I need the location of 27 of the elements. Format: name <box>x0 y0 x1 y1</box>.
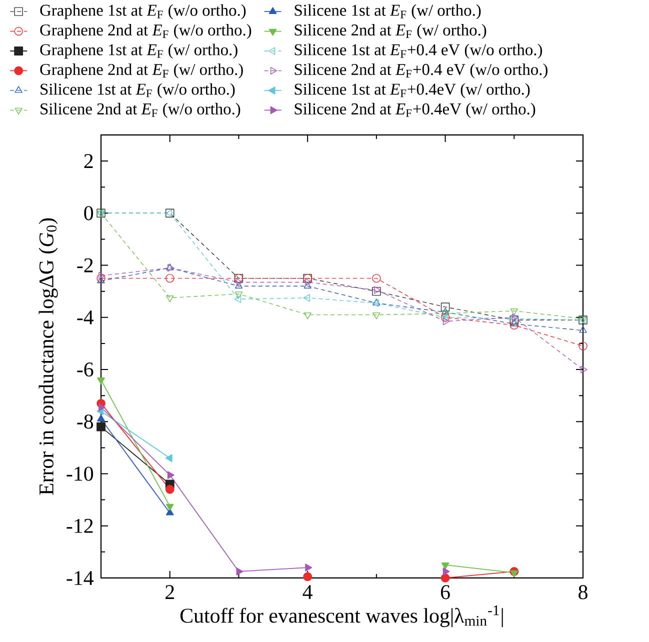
legend-label: Silicene 1st at E$_{F}$ (w/o ortho.) <box>40 83 235 98</box>
legend-label: Silicene 2nd at E$_{F}$+0.4eV (w/ ortho.) <box>294 102 536 118</box>
legend-label: Silicene 1st at E$_{F}$+0.4eV (w/ ortho.) <box>294 83 530 98</box>
y-tick-label: -8 <box>77 414 94 429</box>
y-tick-label: -6 <box>77 362 94 377</box>
y-tick-label: -4 <box>77 310 94 324</box>
legend-label: Silicene 1st at E$_{F}$ (w/ ortho.) <box>294 4 481 20</box>
legend-label: Silicene 2nd at E$_{F}$ (w/o ortho.) <box>40 102 240 118</box>
y-tick-label: 0 <box>84 206 94 220</box>
legend-label: Silicene 2nd at E$_{F}$ (w/ ortho.) <box>294 24 486 39</box>
y-tick-label: -2 <box>77 258 93 272</box>
y-tick-label: 2 <box>84 154 93 168</box>
legend-label: Graphene 2nd at E$_{F}$ (w/o ortho.) <box>40 24 252 39</box>
legend-label: Graphene 2nd at E$_{F}$ (w/ ortho.) <box>40 63 243 78</box>
legend-label: Silicene 1st at E$_{F}$+0.4 eV (w/o ortho.) <box>294 44 542 59</box>
y-axis-title: Error in conductance logΔG (G$_{0}$) <box>38 218 58 495</box>
x-tick-label: 8 <box>578 585 588 600</box>
x-tick-label: 2 <box>166 585 174 600</box>
y-tick-label: -14 <box>66 571 94 585</box>
legend-label: Silicene 2nd at E$_{F}$+0.4 eV (w/o ortho.) <box>294 63 548 78</box>
y-tick-label: -12 <box>66 518 93 533</box>
x-tick-label: 6 <box>440 585 450 600</box>
x-axis-title: Cutoff for evanescent waves log|λ$_{min}$$^{-1}$| <box>180 605 503 628</box>
legend-label: Graphene 1st at E$_{F}$ (w/ ortho.) <box>40 44 238 59</box>
y-tick-label: -10 <box>66 466 94 481</box>
legend-label: Graphene 1st at E$_{F}$ (w/o ortho.) <box>40 4 246 20</box>
x-tick-label: 4 <box>302 585 312 599</box>
